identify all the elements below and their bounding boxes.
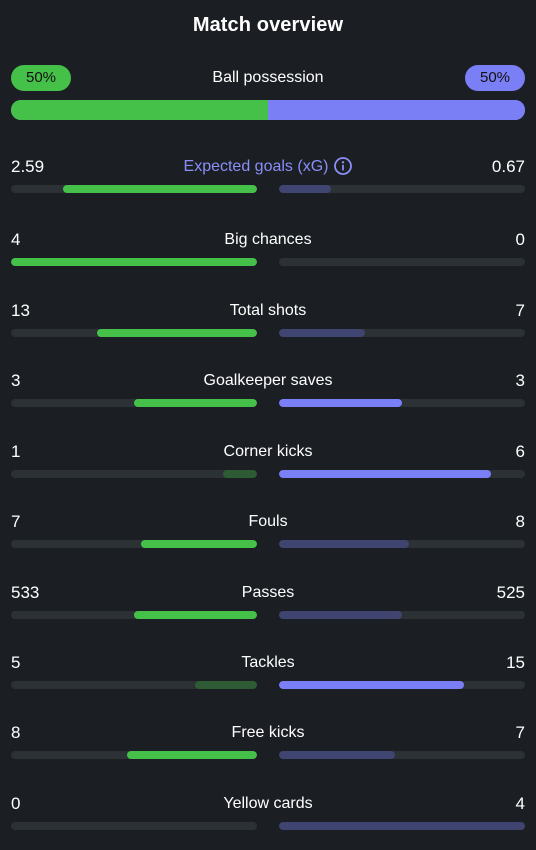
home-value: 1 (11, 442, 21, 461)
away-possession-badge: 50% (465, 65, 525, 91)
home-value: 0 (11, 794, 21, 813)
stat-label-text: Corner kicks (223, 443, 313, 460)
away-value: 0.67 (491, 157, 525, 176)
home-bar-track (11, 540, 257, 548)
away-value: 7 (515, 723, 525, 742)
away-bar-track (279, 540, 525, 548)
away-bar-fill (279, 822, 525, 830)
away-bar-track (279, 681, 525, 689)
away-value: 3 (515, 371, 525, 390)
possession-bar (11, 100, 525, 120)
home-bar-track (11, 258, 257, 266)
home-bar-fill (134, 611, 257, 619)
home-bar-fill (11, 258, 257, 266)
away-bar-fill (279, 470, 491, 478)
stat-label-text: Total shots (229, 302, 307, 319)
away-bar-track (279, 399, 525, 407)
away-bar-track (279, 470, 525, 478)
away-value: 6 (515, 442, 525, 461)
stat-label-text: Passes (241, 584, 295, 601)
stat-row-total-shots: 13 Total shots 7 (11, 299, 525, 349)
info-icon[interactable] (334, 157, 353, 175)
away-bar-track (279, 185, 525, 193)
away-value: 15 (506, 653, 525, 672)
stat-label: Free kicks (11, 721, 525, 745)
stat-label-text: Free kicks (231, 724, 305, 741)
home-value: 4 (11, 230, 21, 249)
home-value: 2.59 (11, 157, 45, 176)
away-bar-fill (279, 611, 402, 619)
stat-label-text: Fouls (248, 513, 288, 530)
away-value: 8 (515, 512, 525, 531)
home-bar-fill (63, 185, 257, 193)
stat-label-text: Yellow cards (223, 795, 313, 812)
stat-label-text: Big chances (224, 231, 312, 248)
stat-label: Yellow cards (11, 792, 525, 816)
stat-label: Goalkeeper saves (11, 369, 525, 393)
stat-row-corner-kicks: 1 Corner kicks 6 (11, 440, 525, 490)
stat-label: Big chances (11, 228, 525, 252)
stat-row-fouls: 7 Fouls 8 (11, 510, 525, 560)
away-value: 7 (515, 301, 525, 320)
away-bar-track (279, 329, 525, 337)
away-value: 525 (496, 583, 525, 602)
home-bar-track (11, 185, 257, 193)
page-title: Match overview (192, 14, 344, 36)
stat-label: Fouls (11, 510, 525, 534)
stat-row-free-kicks: 8 Free kicks 7 (11, 721, 525, 771)
home-bar-track (11, 822, 257, 830)
home-value: 3 (11, 371, 21, 390)
stat-row-expected-goals-xg: 2.59 Expected goals (xG) 0.67 (11, 155, 525, 205)
home-value: 5 (11, 653, 21, 672)
stat-label: Tackles (11, 651, 525, 675)
home-value: 533 (11, 583, 40, 602)
home-bar-fill (97, 329, 257, 337)
stat-row-big-chances: 4 Big chances 0 (11, 228, 525, 278)
stat-row-yellow-cards: 0 Yellow cards 4 (11, 792, 525, 842)
home-bar-track (11, 470, 257, 478)
away-bar-fill (279, 185, 331, 193)
away-bar-track (279, 611, 525, 619)
away-possession-fill (268, 100, 525, 120)
away-bar-fill (279, 751, 395, 759)
home-possession-fill (11, 100, 268, 120)
away-bar-fill (279, 681, 464, 689)
possession-label: Ball possession (212, 69, 324, 86)
home-value: 8 (11, 723, 21, 742)
home-bar-fill (141, 540, 257, 548)
home-bar-track (11, 681, 257, 689)
home-bar-fill (127, 751, 257, 759)
away-bar-fill (279, 329, 365, 337)
home-bar-track (11, 751, 257, 759)
away-bar-track (279, 258, 525, 266)
home-bar-fill (223, 470, 257, 478)
stat-row-tackles: 5 Tackles 15 (11, 651, 525, 701)
home-value: 13 (11, 301, 30, 320)
stat-label: Total shots (11, 299, 525, 323)
away-bar-fill (279, 540, 409, 548)
away-value: 0 (515, 230, 525, 249)
stat-label-text: Goalkeeper saves (203, 372, 333, 389)
away-value: 4 (515, 794, 525, 813)
stat-label: Expected goals (xG) (11, 155, 525, 179)
home-bar-track (11, 329, 257, 337)
away-bar-track (279, 822, 525, 830)
away-bar-track (279, 751, 525, 759)
away-bar-fill (279, 399, 402, 407)
possession-header: 50% Ball possession 50% (11, 65, 525, 91)
stat-row-passes: 533 Passes 525 (11, 581, 525, 631)
stat-row-goalkeeper-saves: 3 Goalkeeper saves 3 (11, 369, 525, 419)
home-bar-fill (195, 681, 257, 689)
stat-label-text: Tackles (241, 654, 295, 671)
home-bar-track (11, 399, 257, 407)
home-bar-track (11, 611, 257, 619)
stat-label-text: Expected goals (xG) (183, 158, 329, 175)
home-value: 7 (11, 512, 21, 531)
stat-label: Corner kicks (11, 440, 525, 464)
home-possession-badge: 50% (11, 65, 71, 91)
stat-label: Passes (11, 581, 525, 605)
home-bar-fill (134, 399, 257, 407)
